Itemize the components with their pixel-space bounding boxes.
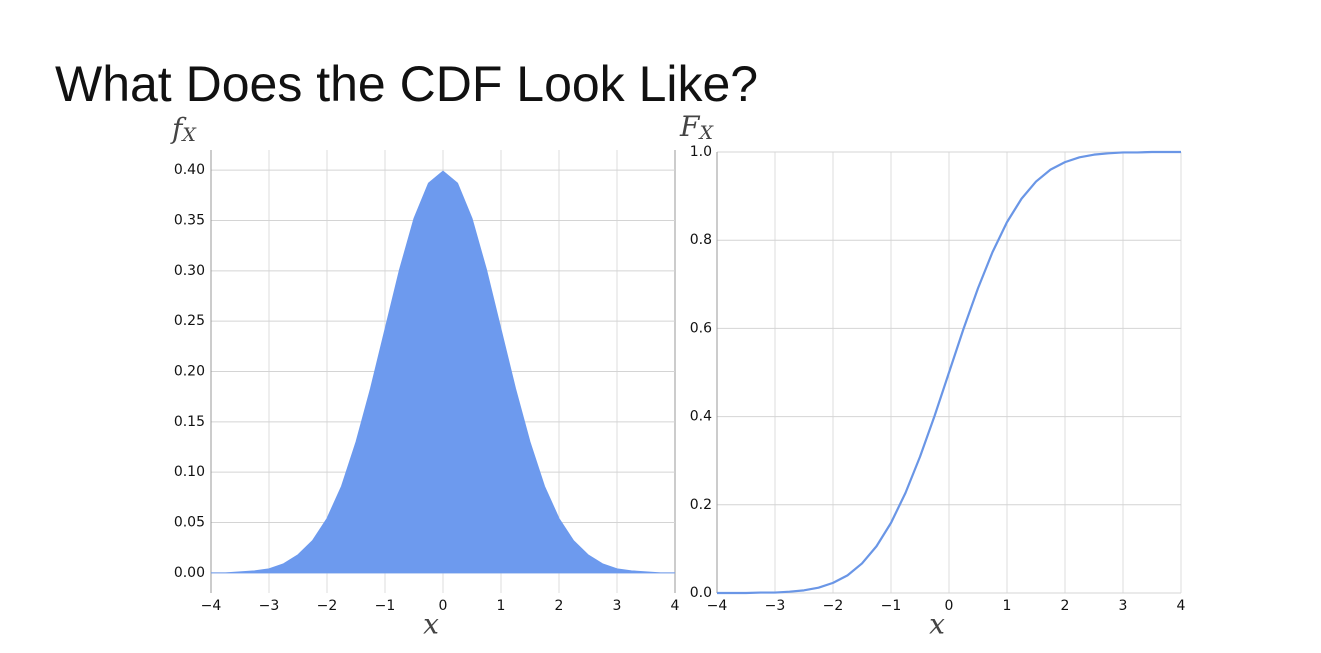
x-tick-label: 3 <box>1119 598 1128 614</box>
y-tick-label: 0.2 <box>690 497 712 513</box>
y-tick-label: 0.25 <box>174 313 205 329</box>
area <box>211 170 675 574</box>
y-tick-label: 0.6 <box>690 320 712 336</box>
x-tick-label: 1 <box>1003 598 1012 614</box>
y-label-sub: X <box>180 124 197 146</box>
x-tick-label: 2 <box>555 598 564 614</box>
y-tick-label: 0.15 <box>174 414 205 430</box>
slide-title: What Does the CDF Look Like? <box>55 56 758 112</box>
x-tick-label: −2 <box>317 598 338 614</box>
x-tick-label: −3 <box>765 598 786 614</box>
y-tick-label: 0.0 <box>690 585 712 601</box>
x-tick-label: 0 <box>945 598 954 614</box>
x-tick-label: 4 <box>671 598 680 614</box>
y-axis-label: fX <box>170 112 197 147</box>
y-tick-label: 0.10 <box>174 464 205 480</box>
line <box>717 150 1181 595</box>
x-tick-label: −2 <box>823 598 844 614</box>
y-tick-label: 0.4 <box>690 409 712 425</box>
y-tick-label: 0.35 <box>174 212 205 228</box>
y-tick-label: 0.05 <box>174 515 205 531</box>
x-tick-label: −4 <box>707 598 728 614</box>
x-axis-label: x <box>423 608 439 641</box>
y-axis-label: FX <box>679 110 714 145</box>
x-tick-label: −3 <box>259 598 280 614</box>
x-tick-label: 0 <box>439 598 448 614</box>
x-tick-label: 3 <box>613 598 622 614</box>
y-label-main: F <box>679 110 701 143</box>
x-axis-label: x <box>929 608 945 641</box>
y-tick-label: 0.8 <box>690 232 712 248</box>
x-tick-label: 4 <box>1177 598 1186 614</box>
y-tick-label: 1.0 <box>690 144 712 160</box>
y-label-sub: X <box>697 122 714 144</box>
x-tick-label: 1 <box>497 598 506 614</box>
x-tick-label: −1 <box>881 598 902 614</box>
y-tick-label: 0.30 <box>174 263 205 279</box>
x-tick-label: −4 <box>201 598 222 614</box>
x-tick-label: 2 <box>1061 598 1070 614</box>
y-tick-label: 0.00 <box>174 565 205 581</box>
y-tick-label: 0.20 <box>174 364 205 380</box>
x-tick-label: −1 <box>375 598 396 614</box>
y-tick-label: 0.40 <box>174 162 205 178</box>
